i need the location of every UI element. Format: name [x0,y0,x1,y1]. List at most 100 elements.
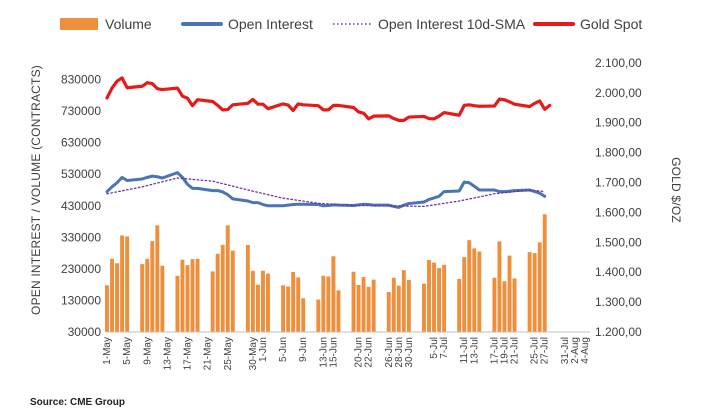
y-left-tick-label: 430000 [61,199,101,213]
x-tick-label: 13-Jul [469,337,480,364]
volume-bar [220,244,225,332]
y-right-tick-label: 1.500,00 [595,235,642,249]
volume-bar [502,281,507,332]
volume-bar [286,286,291,332]
volume-bar [180,259,185,332]
open-interest-sma-line [106,177,546,208]
y-right-tick-label: 1.200,00 [595,325,642,339]
volume-bar [527,252,532,332]
volume-bar [110,258,114,332]
volume-bar [391,277,396,332]
volume-bar [542,214,547,332]
line-series [105,76,552,209]
x-tick-label: 9-Jun [298,337,309,362]
gold-spot-line [105,76,552,122]
volume-bar [437,267,442,332]
legend: Volume Open Interest Open Interest 10d-SMA… [60,16,642,32]
x-tick-label: 21-May [203,337,214,370]
volume-bar [105,285,109,332]
volume-bar [401,270,406,332]
volume-bar [155,225,160,332]
volume-bar [422,283,426,332]
volume-bar [477,251,482,332]
volume-bar [150,241,155,332]
legend-marker-volume [60,18,98,30]
volume-bar [462,257,467,332]
x-tick-label: 25-Jul [530,337,541,364]
volume-bar [160,265,165,332]
volume-bar [255,284,260,332]
volume-bars [105,214,547,332]
x-tick-label: 5-May [122,337,133,365]
x-tick-label: 26-Jun [384,337,395,368]
volume-bar [215,253,220,332]
open-interest-line [105,171,547,209]
volume-bar [316,299,321,332]
volume-bar [281,285,286,332]
volume-bar [457,278,462,332]
x-tick-label: 9-May [142,337,153,365]
legend-label: Open Interest 10d-SMA [378,16,526,32]
y-left-tick-label: 30000 [68,325,102,339]
y-right-tick-label: 1.800,00 [595,146,642,160]
volume-bar [492,277,497,332]
y-left-tick-label: 830000 [61,73,101,87]
y-right-tick-label: 1.900,00 [595,116,642,130]
x-tick-label: 1-May [102,337,113,365]
volume-bar [210,271,215,332]
y-right-tick-label: 1.400,00 [595,265,642,279]
volume-bar [125,236,130,332]
x-tick-label: 25-May [223,337,234,370]
x-tick-label: 15-Jun [328,337,339,368]
volume-bar [537,242,542,332]
volume-bar [497,241,502,332]
volume-bar [532,253,537,332]
volume-bar [301,298,306,332]
volume-bar [140,264,145,332]
volume-bar [396,285,401,332]
x-tick-label: 2-Aug [570,337,581,364]
volume-bar [225,225,230,332]
y-left-axis-title: OPEN INTEREST / VOLUME (CONTRACTS) [29,65,43,315]
x-tick-label: 27-Jul [540,337,551,364]
volume-bar [296,277,301,332]
y-left-tick-label: 630000 [61,136,101,150]
volume-bar [507,255,512,332]
volume-bar [361,277,366,332]
volume-bar [356,284,361,332]
y-left-tick-label: 330000 [61,230,101,244]
y-right-tick-label: 1.300,00 [595,295,642,309]
y-right-tick-label: 2.100,00 [595,56,642,70]
source-note: Source: CME Group [30,397,125,408]
x-tick-label: 13-Jun [318,337,329,368]
volume-bar [195,258,200,332]
x-tick-label: 1-Jun [258,337,269,362]
x-tick-label: 7-Jul [439,337,450,359]
volume-bar [321,275,326,332]
volume-bar [250,270,255,332]
x-tick-label: 17-May [183,337,194,370]
x-tick-label: 21-Jul [510,337,521,364]
volume-bar [291,272,296,332]
x-tick-label: 11-Jul [459,337,470,364]
legend-label: Open Interest [228,16,313,32]
volume-bar [366,286,371,332]
x-tick-label: 30-May [248,337,259,370]
volume-bar [266,273,270,332]
volume-bar [351,271,356,332]
volume-bar [145,258,150,332]
legend-label: Gold Spot [580,16,642,32]
x-tick-label: 13-May [162,337,173,370]
volume-bar [261,270,265,332]
volume-bar [371,279,376,332]
volume-bar [467,240,472,332]
volume-bar [120,235,125,332]
y-left-tick-label: 230000 [61,262,101,276]
volume-bar [442,264,447,332]
legend-label: Volume [105,16,152,32]
x-tick-label: 19-Jul [499,337,510,364]
volume-bar [175,275,180,332]
y-right-tick-label: 2.000,00 [595,86,642,100]
